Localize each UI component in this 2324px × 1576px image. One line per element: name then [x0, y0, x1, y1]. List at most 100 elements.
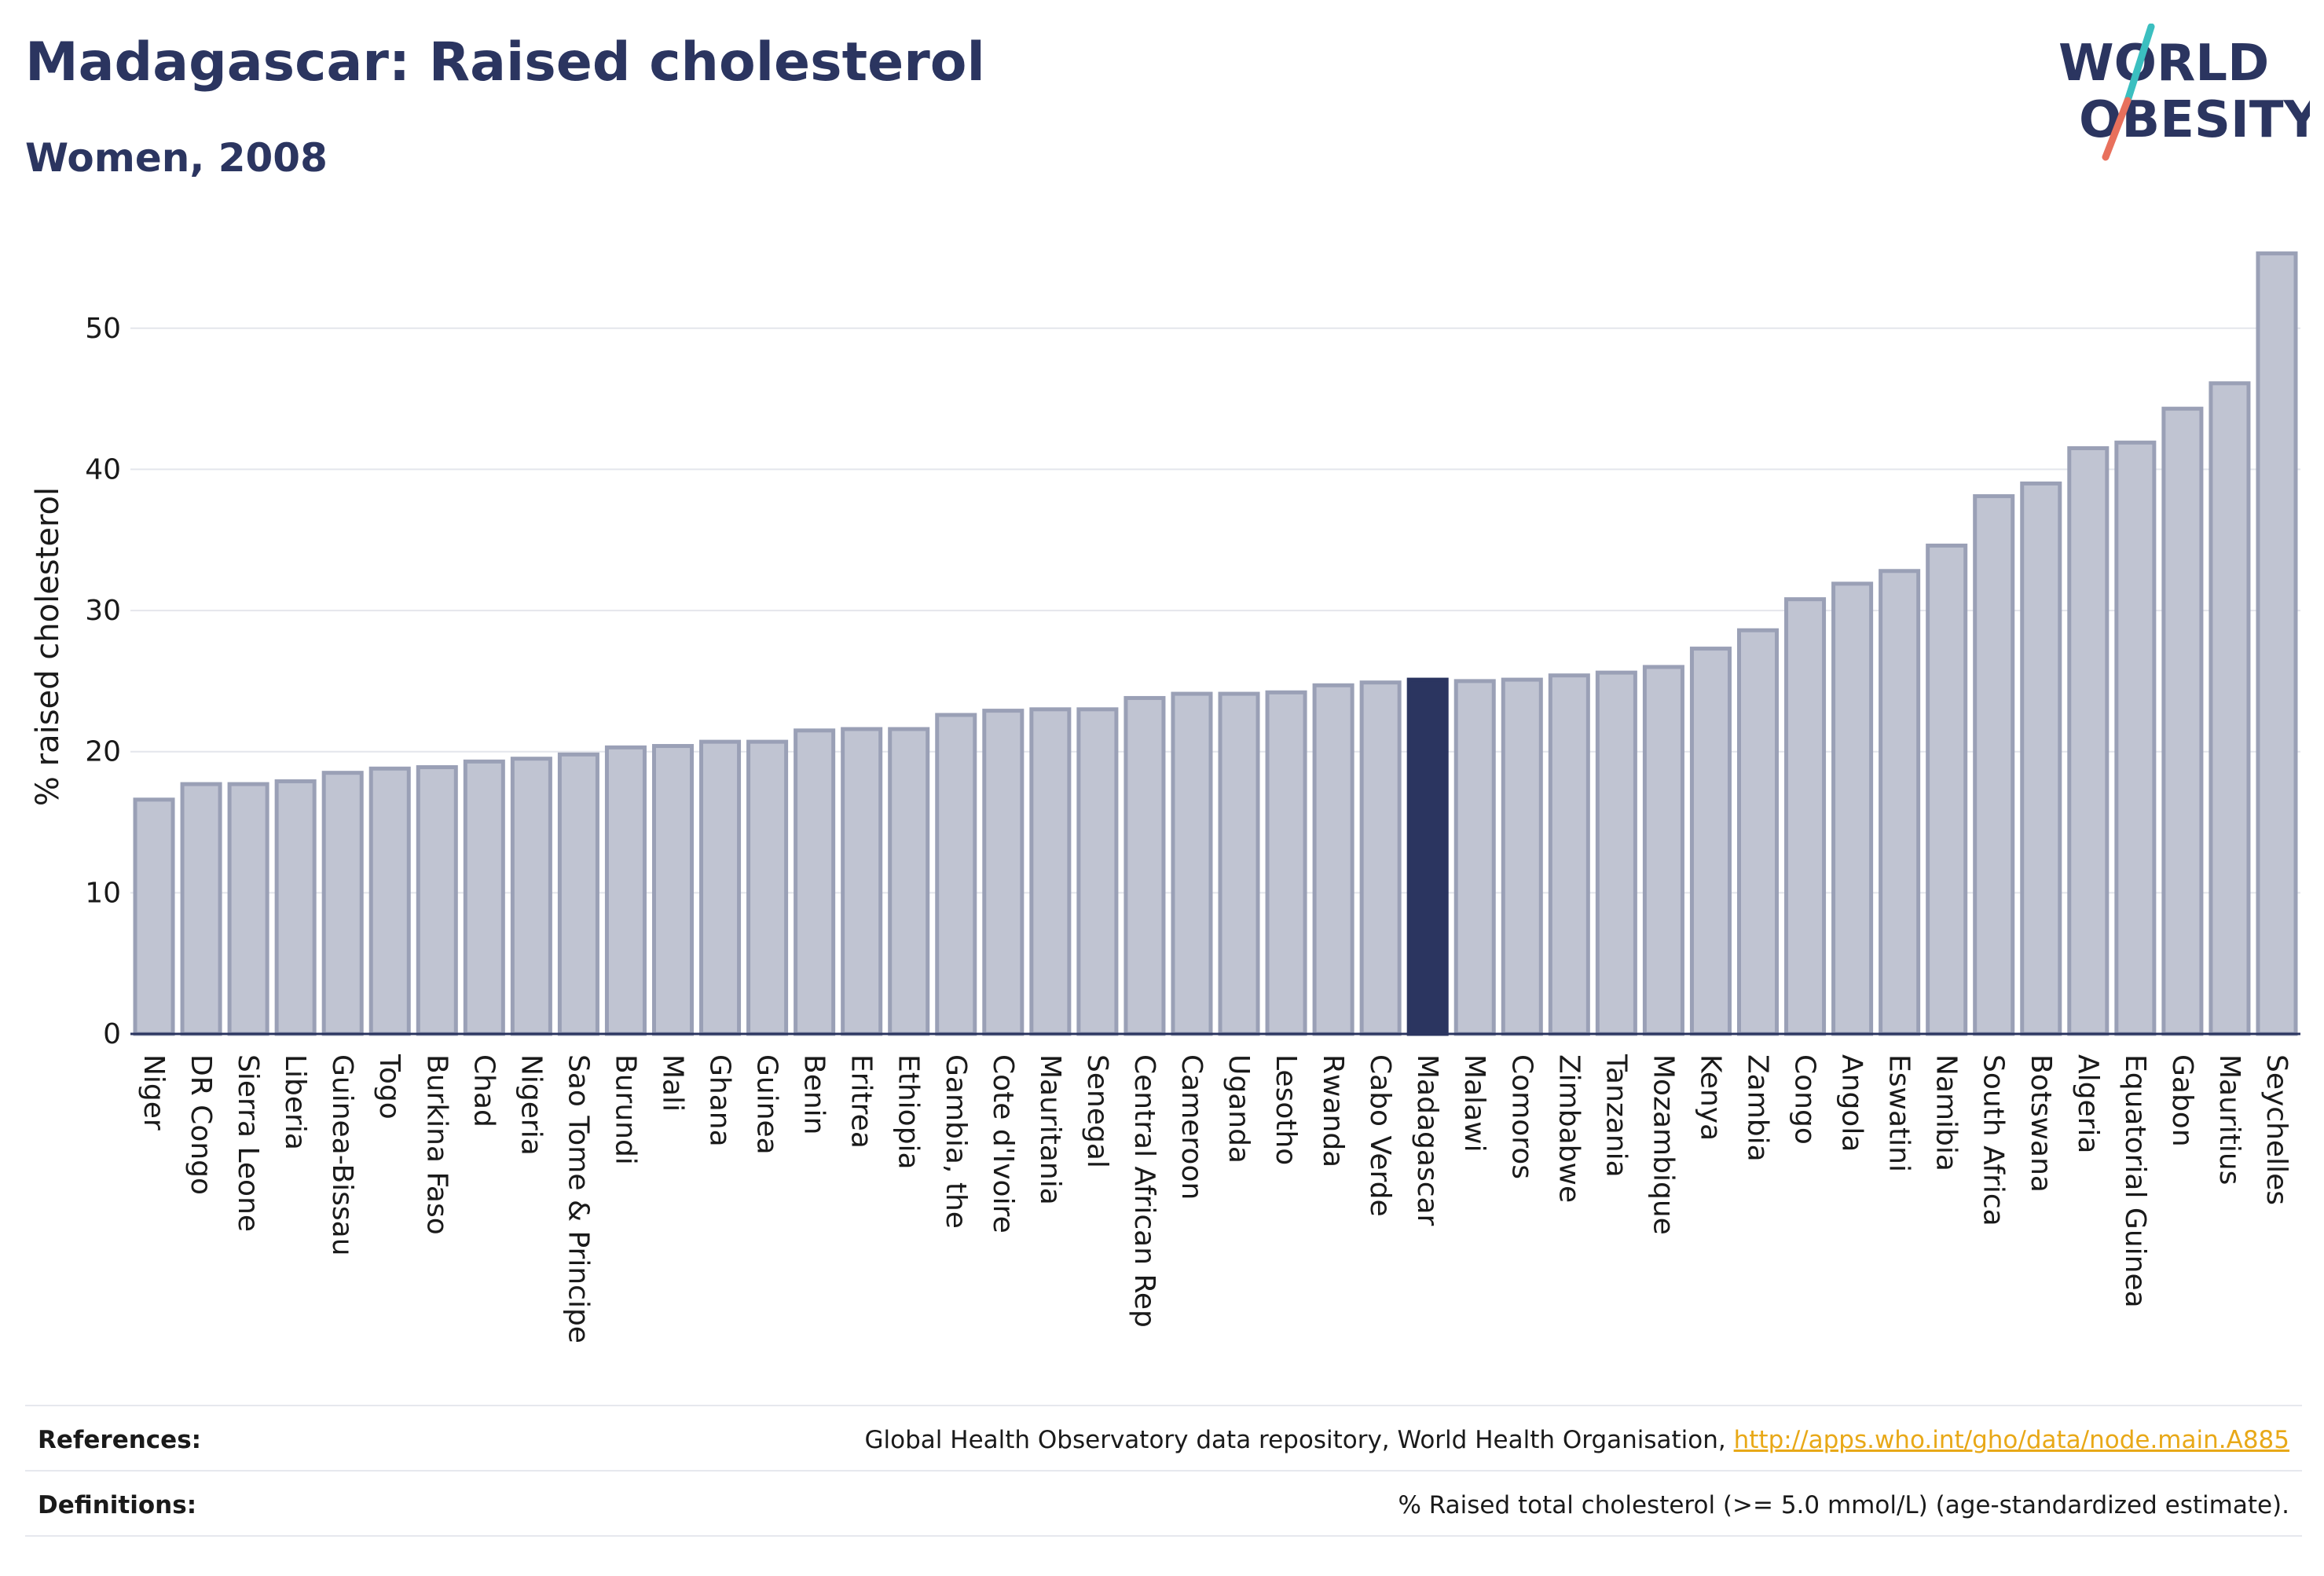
x-tick-label: Uganda: [1222, 1054, 1255, 1164]
bar: [1171, 691, 1213, 1036]
x-tick-label: Comoros: [1505, 1054, 1538, 1179]
x-tick-label: Tanzania: [1600, 1054, 1632, 1178]
x-tick-label: Gabon: [2166, 1054, 2198, 1147]
bar: [321, 771, 364, 1036]
x-tick-label: Benin: [798, 1054, 830, 1134]
x-tick-label: Congo: [1789, 1054, 1821, 1145]
bar: [227, 782, 269, 1036]
x-tick-label: Malawi: [1458, 1054, 1490, 1153]
x-tick-label: Mozambique: [1647, 1054, 1679, 1235]
bar: [746, 739, 789, 1036]
bar: [1926, 543, 1968, 1036]
bar: [1642, 665, 1684, 1036]
x-tick-label: Madagascar: [1411, 1054, 1443, 1226]
bar: [1312, 683, 1354, 1036]
bar: [2114, 440, 2157, 1036]
footer-divider-top: [25, 1405, 2302, 1406]
x-tick-label: Central African Rep: [1128, 1054, 1160, 1328]
x-tick-label: Equatorial Guinea: [2119, 1054, 2151, 1308]
x-tick-label: Ethiopia: [893, 1054, 925, 1170]
x-tick-label: Lesotho: [1270, 1054, 1302, 1165]
x-tick-label: Eritrea: [845, 1054, 878, 1149]
bar: [1879, 569, 1921, 1036]
x-tick-label: Liberia: [279, 1054, 311, 1150]
x-tick-label: Cameroon: [1175, 1054, 1208, 1200]
bar: [416, 764, 458, 1036]
references-link[interactable]: http://apps.who.int/gho/data/node.main.A…: [1733, 1426, 2289, 1454]
bar: [699, 739, 742, 1036]
bar: [1359, 680, 1402, 1036]
references-label: References:: [38, 1426, 202, 1454]
y-tick-label: 30: [85, 595, 121, 627]
x-tick-label: DR Congo: [185, 1054, 217, 1195]
bar: [888, 727, 930, 1036]
bar: [1501, 677, 1543, 1036]
bar: [1548, 673, 1590, 1036]
y-axis-label: % raised cholesterol: [30, 487, 66, 806]
x-tick-label: Mauritania: [1034, 1054, 1066, 1205]
x-tick-label: Botswana: [2025, 1054, 2057, 1193]
bar: [463, 759, 505, 1036]
x-tick-label: Angola: [1836, 1054, 1868, 1152]
bar: [1736, 628, 1780, 1036]
bar: [2256, 251, 2298, 1036]
references-source: Global Health Observatory data repositor…: [864, 1426, 1734, 1454]
bar: [651, 744, 695, 1036]
bar: [1265, 690, 1307, 1036]
x-tick-label: Guinea-Bissau: [326, 1054, 358, 1256]
y-tick-label: 0: [103, 1018, 121, 1050]
bar: [841, 727, 883, 1036]
bar: [1124, 695, 1166, 1036]
x-tick-label: Mali: [657, 1054, 689, 1112]
world-obesity-logo: WORLD OBESITY: [2058, 24, 2310, 161]
bar: [2209, 381, 2251, 1036]
x-tick-label: Cote d'Ivoire: [987, 1054, 1019, 1233]
y-tick-label: 10: [85, 877, 121, 909]
bar: [180, 782, 222, 1036]
bar: [2020, 481, 2062, 1036]
bar-chart: 0 10 20 30 40 50 % raised cholesterol Niger DR C…: [30, 251, 2300, 1343]
logo-slash-teal: [2124, 24, 2155, 104]
x-tick-label: Eswatini: [1883, 1054, 1915, 1172]
x-tick-label: Chad: [467, 1054, 500, 1127]
footer-divider-bottom: [25, 1535, 2302, 1537]
x-tick-label: Burkina Faso: [420, 1054, 453, 1235]
x-tick-label: South Africa: [1978, 1054, 2010, 1226]
bar: [1784, 597, 1827, 1036]
x-tick-label: Algeria: [2072, 1054, 2104, 1154]
bar: [1595, 670, 1637, 1036]
x-tick-label: Namibia: [1930, 1054, 1963, 1171]
y-tick-label: 50: [85, 313, 121, 345]
y-tick-label: 40: [85, 453, 121, 486]
y-tick-label: 20: [85, 736, 121, 768]
x-tick-label: Rwanda: [1317, 1054, 1349, 1167]
x-tick-label: Kenya: [1694, 1054, 1726, 1141]
footer-divider-middle: [25, 1470, 2302, 1472]
bar: [557, 752, 599, 1036]
bar: [982, 709, 1025, 1036]
x-tick-label: Togo: [373, 1054, 405, 1120]
chart-title: Madagascar: Raised cholesterol: [25, 31, 985, 93]
x-tick-label: Seychelles: [2260, 1054, 2293, 1205]
bar: [794, 728, 836, 1036]
bar: [1831, 581, 1874, 1036]
bar: [1218, 691, 1260, 1036]
x-tick-label: Zimbabwe: [1552, 1054, 1585, 1203]
bar: [368, 766, 411, 1036]
x-tick-label: Senegal: [1081, 1054, 1113, 1168]
bar: [935, 713, 977, 1036]
references-text: Global Health Observatory data repositor…: [865, 1426, 2289, 1454]
bar: [1689, 647, 1732, 1036]
definitions-label: Definitions:: [38, 1491, 197, 1519]
bar-highlighted: [1406, 677, 1449, 1036]
x-tick-label: Mauritius: [2213, 1054, 2245, 1185]
bar: [1453, 679, 1496, 1036]
x-tick-label: Gambia, the: [940, 1054, 972, 1229]
bar: [604, 745, 647, 1036]
x-tick-label: Zambia: [1742, 1054, 1774, 1162]
x-tick-label: Ghana: [704, 1054, 736, 1147]
logo-slash-red: [2102, 97, 2132, 161]
x-tick-label: Sierra Leone: [232, 1054, 264, 1232]
bar: [2067, 445, 2110, 1036]
x-tick-label: Burundi: [609, 1054, 641, 1165]
